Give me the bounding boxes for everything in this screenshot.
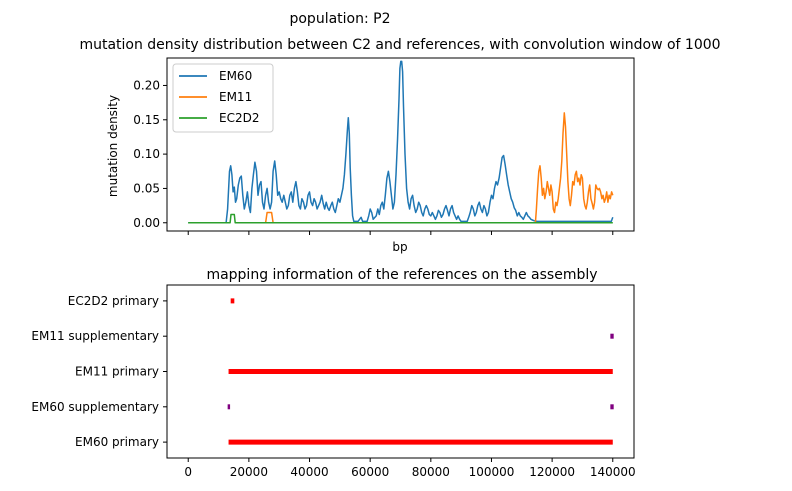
y-tick-label: 0.05 (133, 181, 160, 195)
x-tick-label: 120000 (529, 465, 575, 479)
mapping-chart: mapping information of the references on… (31, 267, 635, 479)
series-line-em60 (188, 60, 614, 224)
density-legend: EM60 EM11 EC2D2 (172, 63, 274, 133)
y-tick-label: EM60 primary (75, 435, 159, 449)
mapping-chart-title: mapping information of the references on… (206, 267, 597, 283)
mapping-segments (227, 298, 614, 445)
mapping-x-ticks: 0 20000 40000 60000 80000 100000 120000 140000 (184, 458, 636, 479)
y-tick-label: EC2D2 primary (68, 294, 159, 308)
y-tick-label: EM11 supplementary (31, 329, 159, 343)
density-x-ticks (187, 231, 614, 235)
mapping-y-ticks: EM60 primary EM60 supplementary EM11 prima… (31, 294, 167, 449)
x-tick-label: 40000 (290, 465, 328, 479)
y-tick-label: 0.20 (133, 78, 160, 92)
y-tick-label: EM11 primary (75, 365, 159, 379)
series-line-em11 (264, 112, 614, 224)
legend-label-em11: EM11 (219, 90, 252, 104)
density-y-ticks: 0.00 0.05 0.10 0.15 0.20 (133, 78, 167, 230)
y-tick-label: 0.15 (133, 113, 160, 127)
series-line-ec2d2 (188, 213, 613, 224)
density-x-axis-label: bp (392, 240, 407, 254)
x-tick-label: 100000 (469, 465, 515, 479)
legend-box (172, 63, 274, 133)
y-tick-label: EM60 supplementary (31, 400, 159, 414)
x-tick-label: 20000 (230, 465, 268, 479)
density-chart: mutation density distribution between C2… (79, 37, 720, 254)
legend-label-ec2d2: EC2D2 (219, 111, 259, 125)
x-tick-label: 80000 (412, 465, 450, 479)
density-plot-frame (166, 57, 635, 232)
figure-suptitle: population: P2 (289, 11, 390, 27)
y-tick-label: 0.00 (133, 216, 160, 230)
density-chart-title: mutation density distribution between C2… (79, 37, 720, 53)
density-y-axis-label: mutation density (106, 95, 120, 197)
x-tick-label: 0 (184, 465, 192, 479)
y-tick-label: 0.10 (133, 147, 160, 161)
density-series-lines (188, 60, 614, 224)
x-tick-label: 60000 (351, 465, 389, 479)
legend-label-em60: EM60 (219, 69, 252, 83)
x-tick-label: 140000 (590, 465, 636, 479)
mapping-plot-frame (166, 284, 635, 459)
